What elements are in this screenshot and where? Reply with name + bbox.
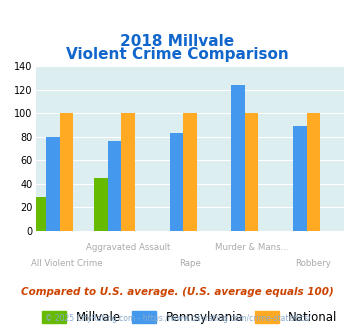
Text: © 2025 CityRating.com - https://www.cityrating.com/crime-statistics/: © 2025 CityRating.com - https://www.city…	[45, 314, 310, 323]
Bar	[108, 142, 121, 231]
Text: Violent Crime Comparison: Violent Crime Comparison	[66, 47, 289, 62]
Text: Aggravated Assault: Aggravated Assault	[86, 243, 170, 251]
Bar	[32, 197, 46, 231]
Text: Murder & Mans...: Murder & Mans...	[215, 243, 289, 251]
Bar	[307, 113, 320, 231]
Text: Rape: Rape	[179, 259, 201, 268]
Bar	[170, 133, 183, 231]
Text: 2018 Millvale: 2018 Millvale	[120, 34, 235, 49]
Bar	[121, 113, 135, 231]
Bar	[293, 126, 307, 231]
Bar	[183, 113, 197, 231]
Bar	[60, 113, 73, 231]
Text: Robbery: Robbery	[295, 259, 332, 268]
Bar	[245, 113, 258, 231]
Text: Compared to U.S. average. (U.S. average equals 100): Compared to U.S. average. (U.S. average …	[21, 287, 334, 297]
Legend: Millvale, Pennsylvania, National: Millvale, Pennsylvania, National	[38, 306, 342, 329]
Bar	[46, 137, 60, 231]
Bar	[231, 85, 245, 231]
Bar	[94, 178, 108, 231]
Text: All Violent Crime: All Violent Crime	[31, 259, 102, 268]
